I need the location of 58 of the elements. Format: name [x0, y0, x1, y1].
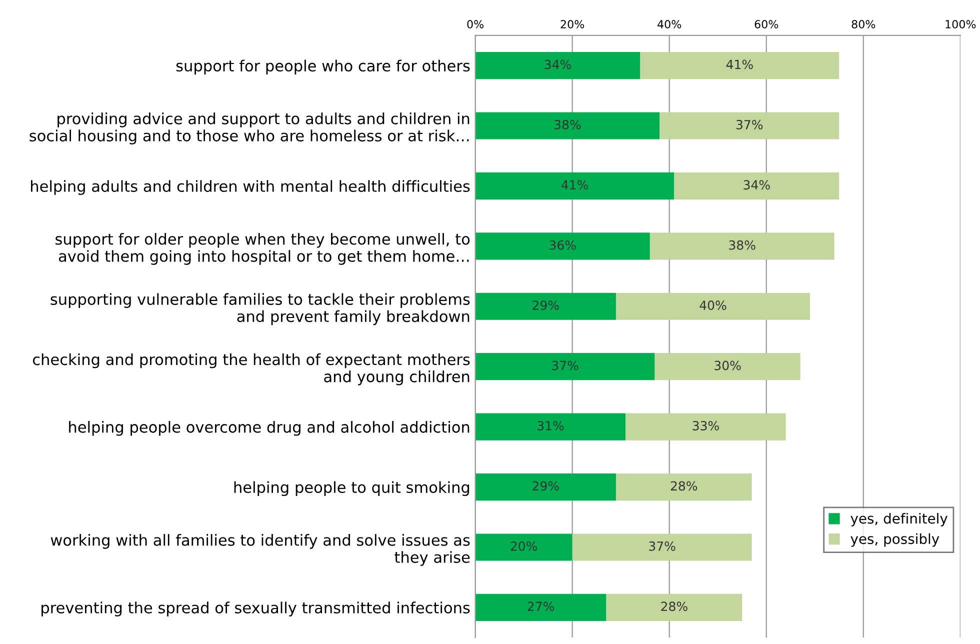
bar	[660, 112, 840, 140]
bar	[616, 473, 752, 501]
data-label: 37%	[649, 541, 676, 551]
data-label: 40%	[700, 300, 726, 310]
data-label: 28%	[661, 602, 688, 612]
bar	[475, 52, 640, 80]
data-label: 37%	[552, 360, 578, 370]
bar	[650, 232, 834, 260]
data-label: 41%	[561, 180, 588, 190]
y-tick-label: helping people to quit smoking	[234, 481, 470, 496]
bar	[572, 534, 752, 561]
y-tick-label: checking and promoting the health of expectant mothers and young children	[32, 353, 470, 386]
x-tick-label: 0%	[467, 20, 484, 28]
y-tick-label: helping people overcome drug and alcohol addiction	[69, 421, 470, 436]
data-label: 34%	[544, 60, 571, 70]
legend-label: yes, possibly	[850, 533, 940, 547]
data-label: 31%	[538, 420, 564, 430]
bar	[616, 292, 810, 320]
data-label: 30%	[714, 360, 741, 370]
bar	[475, 353, 655, 380]
y-tick-label: working with all families to identify and solve issues as they arise	[50, 534, 470, 566]
bar	[475, 594, 606, 621]
data-label: 37%	[736, 120, 763, 130]
y-tick-label: support for people who care for others	[176, 60, 470, 75]
data-label: 29%	[532, 481, 559, 491]
data-label: 38%	[729, 240, 756, 250]
y-tick-label: preventing the spread of sexually transmitted infections	[42, 602, 470, 616]
data-label: 20%	[510, 541, 538, 551]
bar	[475, 292, 616, 320]
legend-label: yes, definitely	[850, 512, 948, 526]
x-tick-label: 40%	[658, 20, 682, 28]
bar	[475, 232, 650, 260]
data-label: 38%	[554, 120, 581, 130]
x-tick-label: 80%	[852, 20, 876, 28]
x-tick-label: 100%	[946, 20, 976, 28]
bar	[475, 473, 616, 501]
bar	[606, 594, 742, 621]
bar	[640, 52, 840, 80]
y-tick-label: providing advice and support to adults and children in social housing and to those who are homeless or at risk…	[30, 112, 470, 144]
y-tick-label: supporting vulnerable families to tackle their problems and prevent family breakdown	[50, 293, 470, 326]
data-label: 36%	[550, 240, 576, 250]
bar	[475, 413, 626, 440]
data-label: 28%	[670, 481, 698, 491]
x-tick-label: 20%	[560, 20, 584, 28]
bar	[475, 172, 674, 200]
bar	[674, 172, 840, 200]
y-tick-label: support for older people when they become unwell, to avoid them going into hospital or to get them home…	[56, 232, 470, 265]
data-label: 29%	[532, 300, 559, 310]
bar	[654, 353, 800, 380]
data-label: 34%	[744, 180, 770, 190]
bar	[626, 413, 786, 440]
data-label: 33%	[692, 420, 719, 430]
x-tick-label: 60%	[754, 20, 778, 28]
y-tick-label: helping adults and children with mental health difficulties	[31, 180, 470, 195]
data-label: 27%	[528, 602, 554, 612]
bar	[475, 112, 660, 140]
data-label: 41%	[726, 60, 753, 70]
bar	[475, 534, 572, 561]
